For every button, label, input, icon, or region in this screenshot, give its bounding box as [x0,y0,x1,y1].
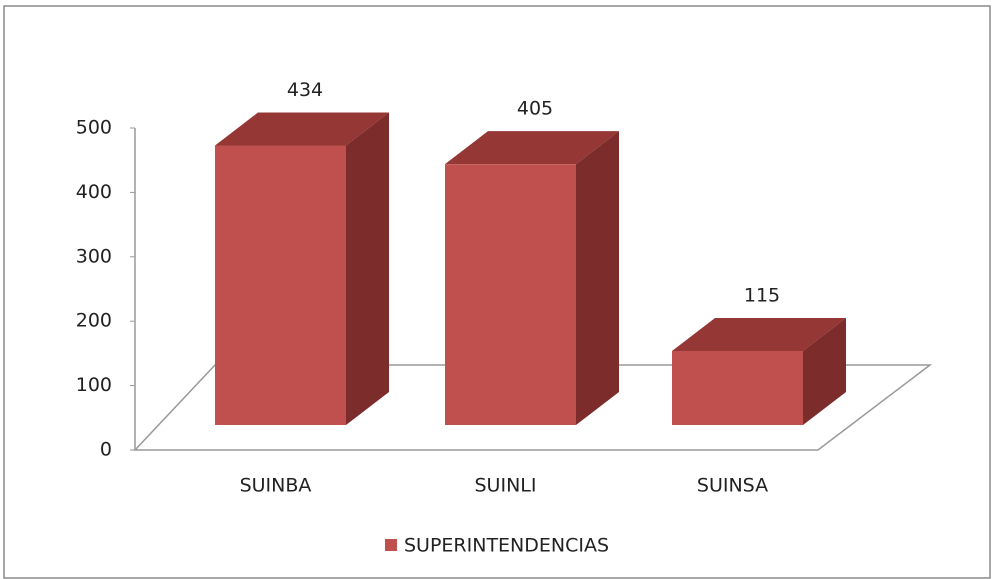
bar [672,350,803,425]
y-tick-label: 400 [76,181,112,203]
bar [445,164,576,425]
bar-side [803,317,846,425]
y-tick-label: 100 [76,374,112,396]
bar-top [445,131,619,165]
bar-side [346,112,389,425]
x-tick-label: SUINSA [697,475,768,497]
y-tick-label: 300 [76,245,112,267]
x-tick-label: SUINBA [240,475,312,497]
bar-top [672,317,846,351]
x-tick-label: SUINLI [475,475,537,497]
legend-swatch [385,539,397,551]
y-tick-label: 500 [76,117,112,139]
floor [133,364,933,451]
y-tick-label: 0 [100,439,112,461]
bar [215,145,346,425]
value-label: 434 [287,79,323,101]
bar-side [576,131,619,425]
y-tick-label: 200 [76,310,112,332]
legend-label: SUPERINTENDENCIAS [404,535,609,557]
bar-top [215,112,389,146]
value-label: 405 [517,98,553,120]
value-label: 115 [744,284,780,306]
